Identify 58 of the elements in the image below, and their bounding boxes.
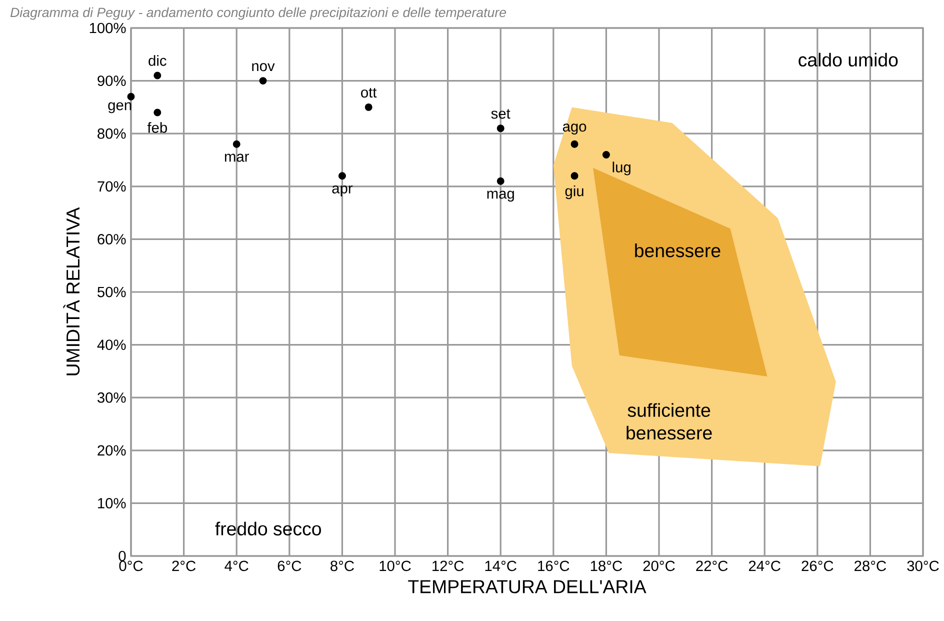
point	[259, 77, 267, 85]
x-tick-label: 4°C	[224, 560, 248, 572]
y-tick-label: 40%	[97, 340, 126, 350]
data-label: dic	[148, 55, 166, 66]
annotation: caldo umido	[798, 52, 898, 67]
y-axis-title: UMIDITÀ RELATIVA	[63, 207, 80, 376]
x-tick-label: 26°C	[802, 560, 834, 572]
data-label: ott	[361, 88, 377, 98]
x-tick-label: 10°C	[380, 560, 411, 572]
series-label: benessere	[635, 244, 720, 258]
data-label: mar	[224, 154, 249, 162]
y-tick-label: 70%	[98, 181, 126, 192]
point	[570, 140, 578, 148]
x-tick-label: 22°C	[696, 560, 728, 572]
y-tick-label: 90%	[98, 76, 126, 86]
data-label: apr	[332, 185, 353, 196]
y-tick-label: 80%	[98, 128, 126, 139]
point	[127, 92, 135, 100]
data-label: mag	[487, 190, 514, 202]
y-tick-label: 50%	[98, 286, 126, 298]
data-label: lug	[612, 162, 630, 176]
data-label: giu	[565, 185, 584, 200]
point	[496, 177, 504, 185]
y-tick-label: 100%	[90, 22, 126, 34]
x-tick-label: 20°C	[643, 560, 675, 572]
point	[154, 108, 162, 116]
x-tick-label: 12°C	[432, 560, 464, 572]
y-tick-label: 10%	[98, 498, 126, 508]
point	[496, 124, 504, 132]
data-label: gen	[108, 102, 132, 114]
y-tick-label: 20%	[98, 445, 126, 456]
x-tick-label: 30°C	[907, 560, 939, 572]
x-tick-label: 18°C	[590, 560, 622, 572]
x-tick-label: 0°C	[119, 560, 143, 572]
data-label: set	[491, 109, 510, 119]
y-tick-label: 0	[118, 550, 126, 562]
annotation: freddo secco	[215, 522, 321, 536]
x-tick-label: 24°C	[748, 560, 780, 572]
x-tick-label: 14°C	[485, 560, 516, 572]
data-label: feb	[147, 122, 167, 133]
y-tick-label: 30%	[98, 392, 126, 403]
x-tick-label: 2°C	[172, 560, 196, 572]
point	[570, 172, 578, 180]
y-tick-label: 60%	[98, 234, 126, 244]
x-tick-label: 16°C	[538, 560, 570, 572]
data-label: ago	[562, 124, 586, 135]
point	[602, 150, 610, 158]
series-label: sufficiente benessere	[626, 403, 712, 440]
point	[364, 103, 372, 111]
x-tick-label: 8°C	[330, 560, 354, 572]
x-tick-label: 6°C	[278, 560, 302, 572]
chart-title: Diagramma di Peguy - andamento congiunto delle precipitazioni e delle temperature	[10, 7, 506, 20]
point	[338, 172, 346, 180]
x-tick-label: 28°C	[854, 560, 886, 572]
point	[154, 72, 162, 80]
x-axis-title: TEMPERATURA DELL'ARIA	[408, 580, 646, 594]
data-label: nov	[252, 63, 275, 72]
point	[232, 140, 240, 148]
